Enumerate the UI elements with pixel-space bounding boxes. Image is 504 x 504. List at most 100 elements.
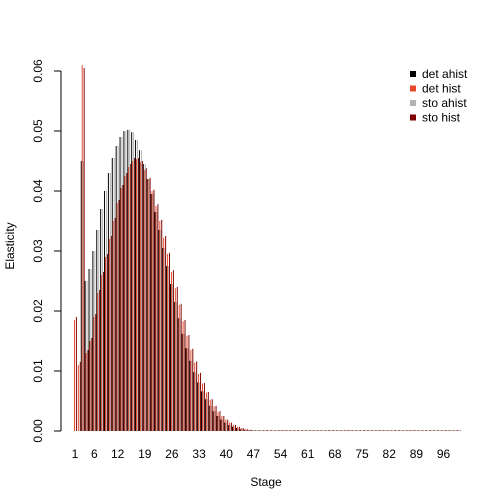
bar-stage-95-sto-hist bbox=[440, 430, 442, 431]
bar-stage-32-sto-ahist bbox=[195, 372, 197, 431]
bar-stage-29-sto-hist bbox=[184, 320, 186, 431]
bar-stage-54-det-hist bbox=[279, 430, 281, 431]
bar-stage-38-sto-ahist bbox=[218, 416, 220, 431]
bar-stage-41-sto-hist bbox=[231, 422, 233, 431]
bar-stage-44-det-ahist bbox=[239, 429, 241, 431]
bar-stage-20-sto-ahist bbox=[148, 179, 150, 431]
bar-stage-91-det-hist bbox=[423, 430, 425, 431]
bar-stage-22-sto-hist bbox=[157, 204, 159, 431]
bar-stage-22-det-ahist bbox=[154, 212, 156, 431]
bar-stage-12-sto-hist bbox=[118, 200, 120, 431]
bar-stage-27-det-hist bbox=[174, 288, 176, 431]
bar-stage-56-sto-ahist bbox=[288, 430, 290, 431]
bar-stage-18-det-hist bbox=[139, 162, 141, 431]
bar-stage-89-det-ahist bbox=[414, 430, 416, 431]
bar-stage-21-sto-ahist bbox=[152, 194, 154, 431]
bar-stage-84-sto-ahist bbox=[396, 430, 398, 431]
bar-stage-88-sto-hist bbox=[413, 430, 415, 431]
bar-stage-28-sto-ahist bbox=[179, 318, 181, 431]
bar-stage-55-det-ahist bbox=[282, 430, 284, 431]
bar-stage-24-det-ahist bbox=[162, 248, 164, 431]
bar-stage-39-sto-ahist bbox=[222, 419, 224, 431]
bar-stage-10-det-ahist bbox=[107, 173, 109, 431]
bar-stage-16-sto-ahist bbox=[133, 132, 135, 431]
bar-stage-90-det-ahist bbox=[418, 430, 420, 431]
bar-stage-36-sto-ahist bbox=[210, 405, 212, 431]
bar-stage-7-det-ahist bbox=[96, 230, 98, 431]
bar-stage-40-sto-hist bbox=[227, 419, 229, 431]
bar-stage-1-det-hist bbox=[73, 320, 75, 431]
bar-stage-15-det-hist bbox=[128, 167, 130, 431]
bar-stage-29-sto-ahist bbox=[183, 333, 185, 431]
bar-stage-72-sto-ahist bbox=[350, 430, 352, 431]
bar-stage-65-sto-ahist bbox=[323, 430, 325, 431]
bar-stage-67-sto-hist bbox=[331, 430, 333, 431]
bar-stage-19-sto-hist bbox=[145, 168, 147, 431]
bar-stage-62-det-hist bbox=[310, 430, 312, 431]
bar-stage-24-sto-hist bbox=[165, 236, 167, 431]
bar-stage-49-sto-ahist bbox=[261, 430, 263, 431]
bar-stage-57-sto-ahist bbox=[292, 430, 294, 431]
bar-stage-100-sto-hist bbox=[460, 430, 461, 431]
y-tick-label: 0.06 bbox=[31, 59, 45, 83]
legend-label: det hist bbox=[422, 82, 461, 96]
bar-stage-85-det-ahist bbox=[398, 430, 400, 431]
bar-stage-71-det-ahist bbox=[344, 430, 346, 431]
x-tick-label: 68 bbox=[328, 447, 342, 461]
bar-stage-66-sto-ahist bbox=[327, 430, 329, 431]
bar-stage-74-det-hist bbox=[357, 430, 359, 431]
bar-stage-5-det-ahist bbox=[88, 269, 90, 431]
bar-stage-87-sto-ahist bbox=[408, 430, 410, 431]
bar-stage-30-det-ahist bbox=[185, 348, 187, 431]
bar-stage-70-sto-hist bbox=[343, 430, 345, 431]
bar-stage-37-sto-hist bbox=[215, 405, 217, 431]
bar-stage-47-det-hist bbox=[252, 430, 254, 431]
bar-stage-56-det-hist bbox=[287, 430, 289, 431]
bar-stage-91-det-ahist bbox=[422, 430, 424, 431]
bar-stage-83-det-ahist bbox=[391, 430, 393, 431]
bar-stage-85-sto-hist bbox=[401, 430, 403, 431]
bar-stage-24-det-hist bbox=[163, 237, 165, 431]
bar-stage-6-sto-ahist bbox=[94, 251, 96, 431]
bar-stage-43-sto-hist bbox=[238, 426, 240, 431]
bar-stage-55-det-hist bbox=[283, 430, 285, 431]
bar-stage-59-det-hist bbox=[299, 430, 300, 431]
y-tick-label: 0.02 bbox=[31, 299, 45, 323]
bar-stage-53-det-ahist bbox=[274, 430, 276, 431]
bar-stage-25-det-hist bbox=[167, 254, 169, 431]
bar-stage-96-det-ahist bbox=[441, 430, 443, 431]
bar-stage-78-sto-hist bbox=[374, 430, 376, 431]
bar-stage-15-sto-ahist bbox=[129, 129, 131, 432]
bar-stage-90-det-hist bbox=[419, 430, 421, 431]
bar-stage-52-sto-ahist bbox=[272, 430, 274, 431]
bar-stage-5-sto-ahist bbox=[90, 269, 92, 431]
y-tick-label: 0.00 bbox=[31, 419, 45, 443]
bar-stage-80-det-hist bbox=[380, 430, 382, 431]
bar-stage-17-det-ahist bbox=[135, 140, 137, 431]
bar-stage-58-det-ahist bbox=[294, 430, 296, 431]
bar-stage-35-det-ahist bbox=[204, 399, 206, 431]
bar-stage-40-det-ahist bbox=[224, 422, 226, 431]
bar-stage-72-det-ahist bbox=[348, 430, 350, 431]
bar-stage-23-det-ahist bbox=[158, 230, 160, 431]
bar-stage-91-sto-ahist bbox=[424, 430, 426, 431]
bar-stage-8-sto-hist bbox=[103, 272, 105, 431]
bar-stage-20-sto-hist bbox=[149, 177, 151, 431]
bar-stage-60-det-hist bbox=[302, 430, 304, 431]
bar-stage-23-sto-hist bbox=[161, 219, 163, 431]
bar-stage-52-det-ahist bbox=[270, 430, 272, 431]
bar-stage-76-det-hist bbox=[364, 430, 366, 431]
legend-label: det ahist bbox=[422, 67, 468, 81]
bar-stage-21-sto-hist bbox=[153, 189, 155, 431]
bar-stage-28-det-hist bbox=[178, 305, 180, 431]
bar-stage-75-det-hist bbox=[361, 430, 363, 431]
bars-group bbox=[73, 65, 461, 432]
bar-stage-14-det-hist bbox=[124, 176, 126, 431]
bar-stage-34-sto-ahist bbox=[202, 391, 204, 431]
bar-stage-21-det-hist bbox=[151, 191, 153, 431]
bar-stage-84-det-ahist bbox=[395, 430, 397, 431]
bar-stage-32-det-ahist bbox=[193, 372, 195, 431]
bar-stage-34-det-ahist bbox=[201, 391, 203, 431]
bar-stage-99-det-ahist bbox=[453, 430, 455, 431]
bar-stage-22-det-hist bbox=[155, 206, 157, 431]
